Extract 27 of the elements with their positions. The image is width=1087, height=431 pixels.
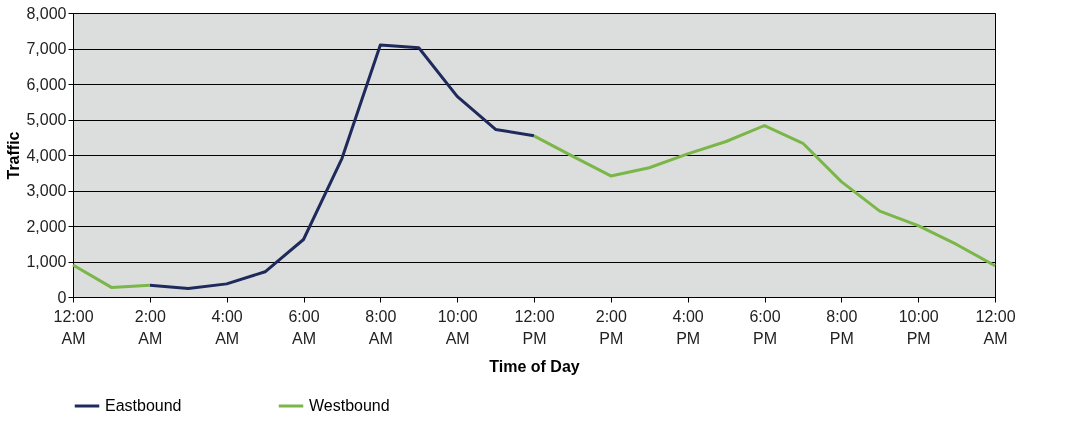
y-tick-label: 8,000 xyxy=(26,4,67,22)
y-tick-label: 0 xyxy=(57,288,67,306)
x-tick-label: 2:00 PM xyxy=(595,307,628,347)
x-tick-label: 6:00 PM xyxy=(749,307,781,347)
y-tick-label: 4,000 xyxy=(26,146,67,164)
x-tick-label: 4:00 AM xyxy=(211,307,243,347)
y-tick-label: 6,000 xyxy=(26,75,67,93)
y-tick-label: 2,000 xyxy=(26,217,67,235)
x-tick-label: 10:00 AM xyxy=(437,307,478,347)
y-tick-label: 7,000 xyxy=(26,40,67,57)
x-tick-label: 8:00 PM xyxy=(826,307,858,347)
y-tick-label: 1,000 xyxy=(26,253,67,270)
x-tick-label: 12:00 AM xyxy=(53,307,94,347)
y-axis-title: Traffic xyxy=(5,131,23,180)
x-axis-title: Time of Day xyxy=(489,357,580,375)
legend-label: Eastbound xyxy=(105,397,182,414)
x-tick-label: 8:00 AM xyxy=(365,307,397,347)
y-tick-label: 5,000 xyxy=(26,111,67,128)
y-tick-label: 3,000 xyxy=(26,182,67,199)
line-series xyxy=(148,43,536,290)
x-tick-label: 12:00 AM xyxy=(975,307,1016,347)
x-tick-label: 12:00 PM xyxy=(514,307,555,347)
x-tick-label: 6:00 AM xyxy=(288,307,320,347)
x-tick-label: 2:00 AM xyxy=(134,307,167,347)
x-tick-label: 10:00 PM xyxy=(898,307,939,347)
legend-label: Westbound xyxy=(309,397,390,414)
x-tick-label: 4:00 PM xyxy=(672,307,704,347)
